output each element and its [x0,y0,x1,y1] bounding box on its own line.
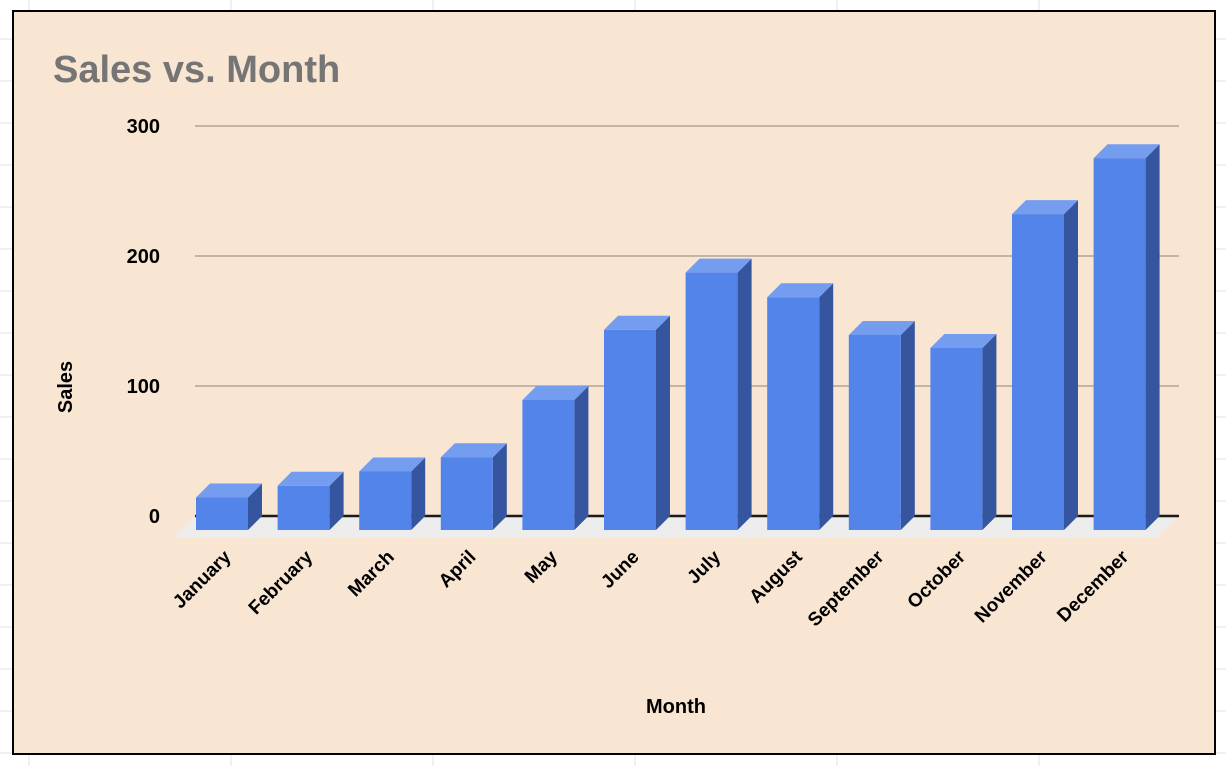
bar-june[interactable] [604,315,670,530]
x-tick-label: May [521,546,562,587]
x-tick-label: November [971,546,1052,627]
chart-container[interactable]: Sales vs. Month 0 100 200 300 January Februa… [12,10,1216,755]
bar-october[interactable] [930,334,997,530]
x-axis-labels: January February March April May June July Augu… [169,546,1133,631]
sales-vs-month-chart: Sales vs. Month 0 100 200 300 January Februa… [53,49,1179,718]
bar-december[interactable] [1093,144,1160,530]
x-tick-label: March [344,547,398,601]
y-tick-label: 100 [127,376,160,398]
x-tick-label: April [435,547,480,592]
bar-april[interactable] [440,443,507,530]
bar-september[interactable] [848,321,915,530]
bar-august[interactable] [767,283,834,530]
y-tick-label: 300 [127,116,160,138]
y-axis-title: Sales [55,361,77,413]
bar-march[interactable] [359,457,426,531]
chart-title: Sales vs. Month [53,49,340,91]
x-tick-label: July [683,546,725,588]
x-axis-title: Month [646,696,706,718]
x-tick-label: August [746,546,808,608]
bar-january[interactable] [196,483,262,531]
x-tick-label: June [597,547,643,593]
bar-november[interactable] [1012,200,1078,530]
bars [196,144,1160,530]
x-tick-label: January [169,546,236,613]
y-tick-label: 0 [149,506,160,528]
bar-july[interactable] [685,258,752,530]
x-tick-label: September [804,546,889,631]
x-tick-label: December [1053,546,1133,626]
bar-may[interactable] [522,386,589,530]
bar-february[interactable] [277,471,344,530]
y-tick-label: 200 [127,246,160,268]
x-tick-label: October [904,546,971,613]
x-tick-label: February [245,546,318,619]
